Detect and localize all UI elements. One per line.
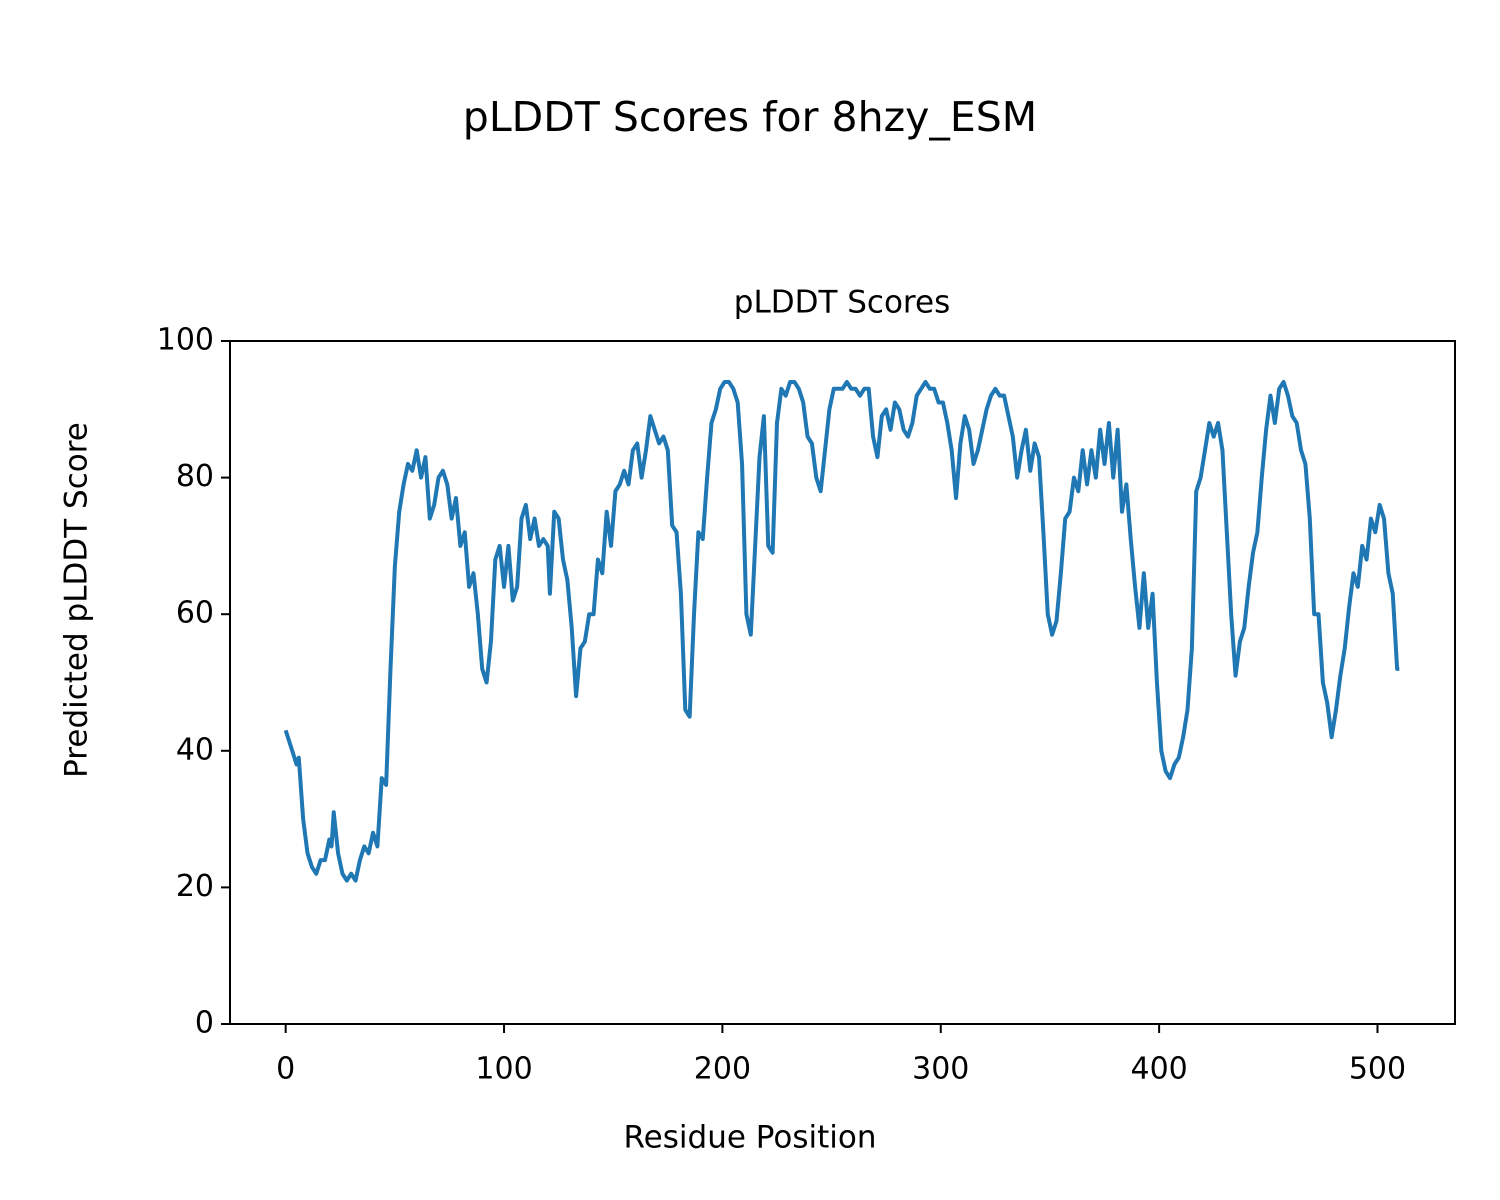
x-tick-label: 100 — [475, 1052, 532, 1087]
y-tick-label: 100 — [157, 323, 214, 358]
y-tick-label: 80 — [176, 459, 214, 494]
x-axis-label: Residue Position — [624, 1120, 877, 1156]
x-tick-label: 500 — [1349, 1052, 1406, 1087]
x-tick-label: 200 — [694, 1052, 751, 1087]
x-tick-label: 400 — [1130, 1052, 1187, 1087]
suptitle: pLDDT Scores for 8hzy_ESM — [463, 93, 1037, 141]
data-line — [283, 379, 1400, 883]
plot-area — [283, 379, 1400, 883]
axes-title: pLDDT Scores — [734, 285, 950, 321]
x-tick-label: 0 — [276, 1052, 295, 1087]
y-tick-label: 0 — [195, 1006, 214, 1041]
y-tick-label: 60 — [176, 596, 214, 631]
axes-frame — [229, 340, 1456, 1025]
y-axis-label: Predicted pLDDT Score — [59, 422, 95, 778]
y-tick-label: 40 — [176, 732, 214, 767]
y-tick-label: 20 — [176, 869, 214, 904]
x-tick-label: 300 — [912, 1052, 969, 1087]
